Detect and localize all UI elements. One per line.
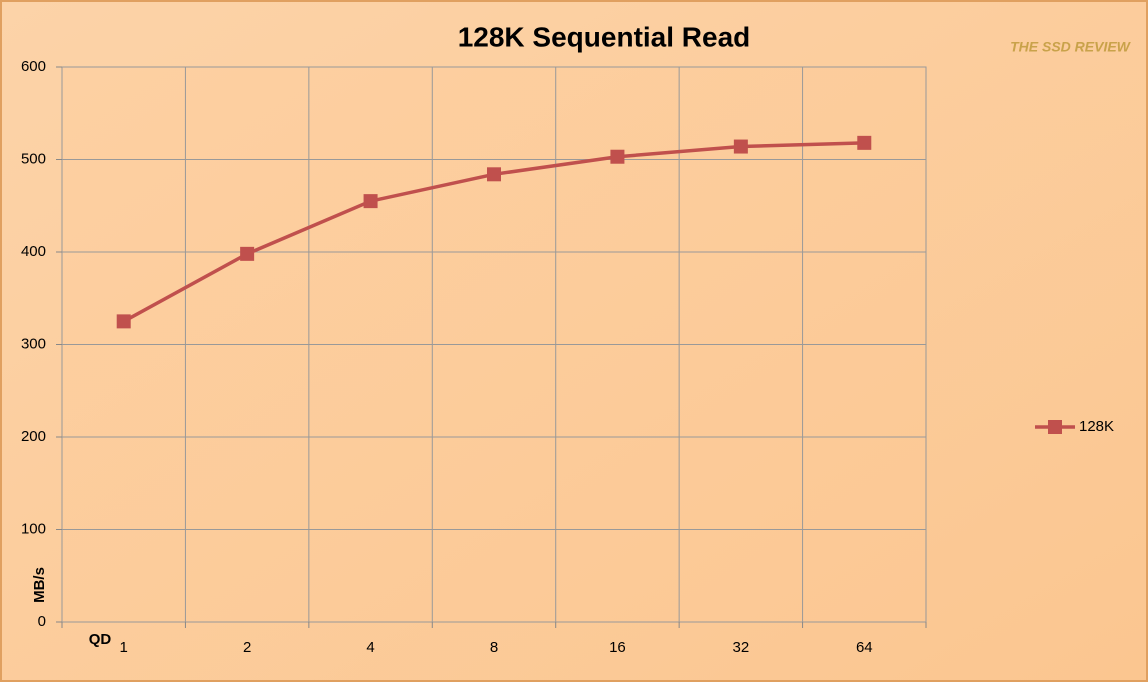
marker (733, 139, 748, 154)
y-tick-label: 300 (21, 335, 46, 352)
marker (610, 149, 625, 164)
y-tick-label: 600 (21, 58, 46, 75)
x-tick-label: 4 (366, 639, 374, 656)
y-tick-label: 500 (21, 150, 46, 167)
watermark: THE SSD REVIEW (1010, 39, 1132, 55)
x-tick-label: 8 (490, 639, 498, 656)
y-tick-label: 400 (21, 243, 46, 260)
x-tick-label: 2 (243, 639, 251, 656)
legend-marker (1048, 420, 1062, 434)
x-tick-label: 64 (856, 639, 873, 656)
marker (363, 194, 378, 209)
y-tick-label: 100 (21, 520, 46, 537)
x-tick-label: 32 (733, 639, 750, 656)
legend-label: 128K (1079, 418, 1114, 435)
marker (487, 167, 501, 182)
marker (857, 135, 872, 150)
y-tick-label: 0 (38, 613, 46, 630)
y-tick-label: 200 (21, 428, 46, 445)
y-axis-label: MB/s (31, 567, 48, 603)
chart-title: 128K Sequential Read (458, 21, 751, 52)
x-tick-label: 1 (120, 639, 128, 656)
marker (116, 314, 131, 329)
x-axis-label: QD (89, 631, 112, 648)
marker (240, 246, 255, 261)
x-tick-label: 16 (609, 639, 626, 656)
